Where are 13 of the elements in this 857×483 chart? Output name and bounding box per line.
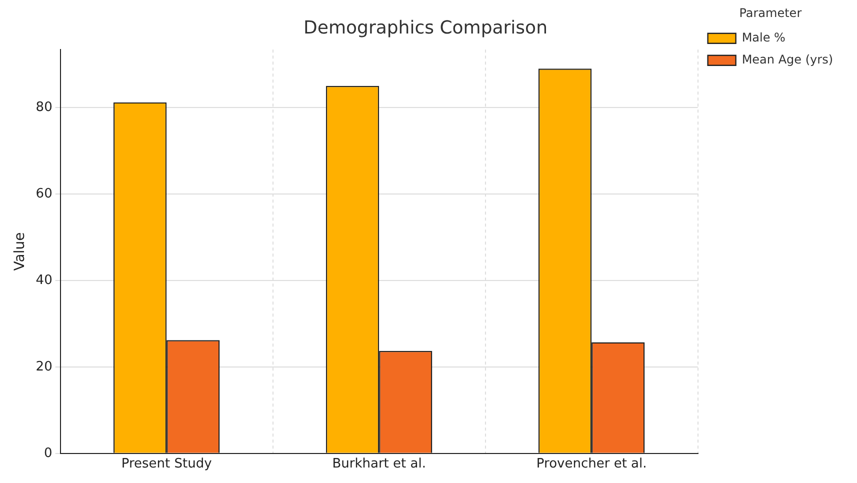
x-tick-label: Provencher et al. xyxy=(536,456,647,472)
legend-label: Mean Age (yrs) xyxy=(742,52,834,67)
legend-title: Parameter xyxy=(739,6,802,20)
legend-label: Male % xyxy=(742,30,786,45)
y-tick-label: 0 xyxy=(44,446,52,461)
x-tick-label: Burkhart et al. xyxy=(332,456,426,472)
y-tick-label: 60 xyxy=(36,186,52,202)
y-tick-label: 40 xyxy=(36,272,52,288)
y-tick-label: 80 xyxy=(36,100,52,115)
x-tick-label: Present Study xyxy=(121,456,212,472)
y-axis-title: Value xyxy=(12,232,28,271)
chart-title: Demographics Comparison xyxy=(304,17,548,38)
y-tick-label: 20 xyxy=(36,359,52,374)
